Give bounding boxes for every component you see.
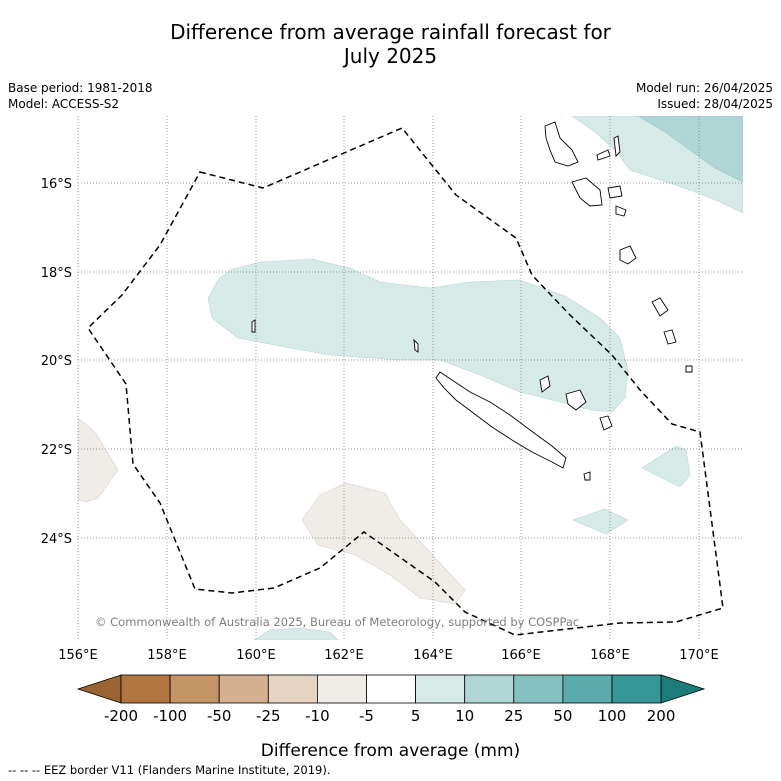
colorbar-tick-label: -10 — [305, 707, 330, 725]
lon-label-158e: 158°E — [147, 648, 187, 663]
loyalty-island-ouvea — [539, 375, 551, 393]
meta-left: Base period: 1981-2018 Model: ACCESS-S2 — [8, 80, 153, 112]
lon-label-156e: 156°E — [58, 648, 98, 663]
lat-label-24s: 24°S — [41, 532, 72, 547]
colorbar-swatch — [316, 674, 367, 704]
anomaly-region-ne-inner — [637, 116, 743, 183]
colorbar-tick-label: 100 — [598, 707, 627, 725]
vanuatu-malakula — [571, 177, 603, 207]
colorbar-tick-label: 200 — [647, 707, 676, 725]
colorbar-tick-label: 10 — [455, 707, 474, 725]
lat-label-22s: 22°S — [41, 443, 72, 458]
colorbar-tick-label: -50 — [207, 707, 232, 725]
model-name: Model: ACCESS-S2 — [8, 97, 120, 111]
anomaly-shading — [78, 116, 743, 640]
vanuatu-aneityum — [685, 365, 693, 373]
isle-of-pines — [583, 471, 591, 481]
vanuatu-erromango — [651, 297, 669, 317]
colorbar-swatch — [415, 674, 466, 704]
colorbar-tick-label: -200 — [104, 707, 138, 725]
chesterfield-islet — [251, 319, 256, 333]
colorbar-tick-label: -100 — [153, 707, 187, 725]
colorbar-swatch — [218, 674, 269, 704]
title-line-2: July 2025 — [343, 44, 438, 68]
loyalty-island-mare — [599, 415, 613, 431]
colorbar-swatch — [267, 674, 318, 704]
colorbar-tick-label: 25 — [504, 707, 523, 725]
map-title: Difference from average rainfall forecas… — [0, 20, 781, 68]
vanuatu-tanna — [663, 329, 677, 345]
colorbar-tick-label: -25 — [256, 707, 281, 725]
eez-footnote: -- -- -- EEZ border V11 (Flanders Marine… — [8, 763, 331, 777]
anomaly-region-east — [641, 445, 691, 488]
graticule — [77, 116, 743, 640]
anomaly-region-southeast — [572, 508, 629, 535]
lon-label-160e: 160°E — [236, 648, 276, 663]
colorbar-swatch — [464, 674, 515, 704]
coastlines — [251, 121, 693, 481]
issued-date: Issued: 28/04/2025 — [657, 97, 773, 111]
vanuatu-espiritu-santo — [544, 121, 579, 167]
lon-label-162e: 162°E — [324, 648, 364, 663]
colorbar-swatch — [366, 674, 416, 704]
lon-label-164e: 164°E — [413, 648, 453, 663]
anomaly-region-south-dry — [301, 482, 466, 605]
colorbar: -200 -100 -50 -25 -10 -5 5 10 25 50 100 200 — [76, 674, 706, 725]
lon-label-170e: 170°E — [679, 648, 719, 663]
colorbar-swatch — [169, 674, 220, 704]
lon-label-166e: 166°E — [501, 648, 541, 663]
model-run: Model run: 26/04/2025 — [635, 81, 773, 95]
belep-islands — [413, 338, 419, 353]
anomaly-region-central — [207, 258, 629, 413]
lon-labels: 156°E 158°E 160°E 162°E 164°E 166°E 168°… — [58, 648, 719, 663]
colorbar-swatch — [611, 674, 662, 704]
colorbar-tick-label: -5 — [359, 707, 374, 725]
eez-border — [87, 127, 724, 636]
meta-right: Model run: 26/04/2025 Issued: 28/04/2025 — [636, 80, 773, 112]
colorbar-tick-label: 5 — [411, 707, 421, 725]
new-caledonia — [435, 371, 567, 469]
title-line-1: Difference from average rainfall forecas… — [170, 20, 611, 44]
lat-label-20s: 20°S — [41, 354, 72, 369]
vanuatu-maewo — [613, 135, 621, 157]
colorbar-swatch — [120, 674, 171, 704]
loyalty-island-lifou — [565, 389, 587, 411]
colorbar-tick-label: 50 — [553, 707, 572, 725]
copyright-text: © Commonwealth of Australia 2025, Bureau… — [95, 615, 579, 629]
vanuatu-banks — [596, 149, 611, 161]
vanuatu-epi — [615, 205, 627, 217]
lat-label-16s: 16°S — [41, 177, 72, 192]
colorbar-extend-low — [76, 674, 122, 704]
colorbar-extend-high — [660, 674, 706, 704]
colorbar-swatch — [513, 674, 564, 704]
anomaly-region-south — [253, 627, 339, 640]
vanuatu-pentecost — [607, 185, 623, 199]
base-period: Base period: 1981-2018 — [8, 81, 153, 95]
lat-label-18s: 18°S — [41, 266, 72, 281]
colorbar-swatch — [562, 674, 613, 704]
lat-labels: 16°S 18°S 20°S 22°S 24°S — [41, 177, 72, 547]
colorbar-label: Difference from average (mm) — [260, 741, 521, 761]
anomaly-region-west-dry — [78, 417, 119, 503]
vanuatu-efate — [619, 245, 637, 265]
lon-label-168e: 168°E — [590, 648, 630, 663]
